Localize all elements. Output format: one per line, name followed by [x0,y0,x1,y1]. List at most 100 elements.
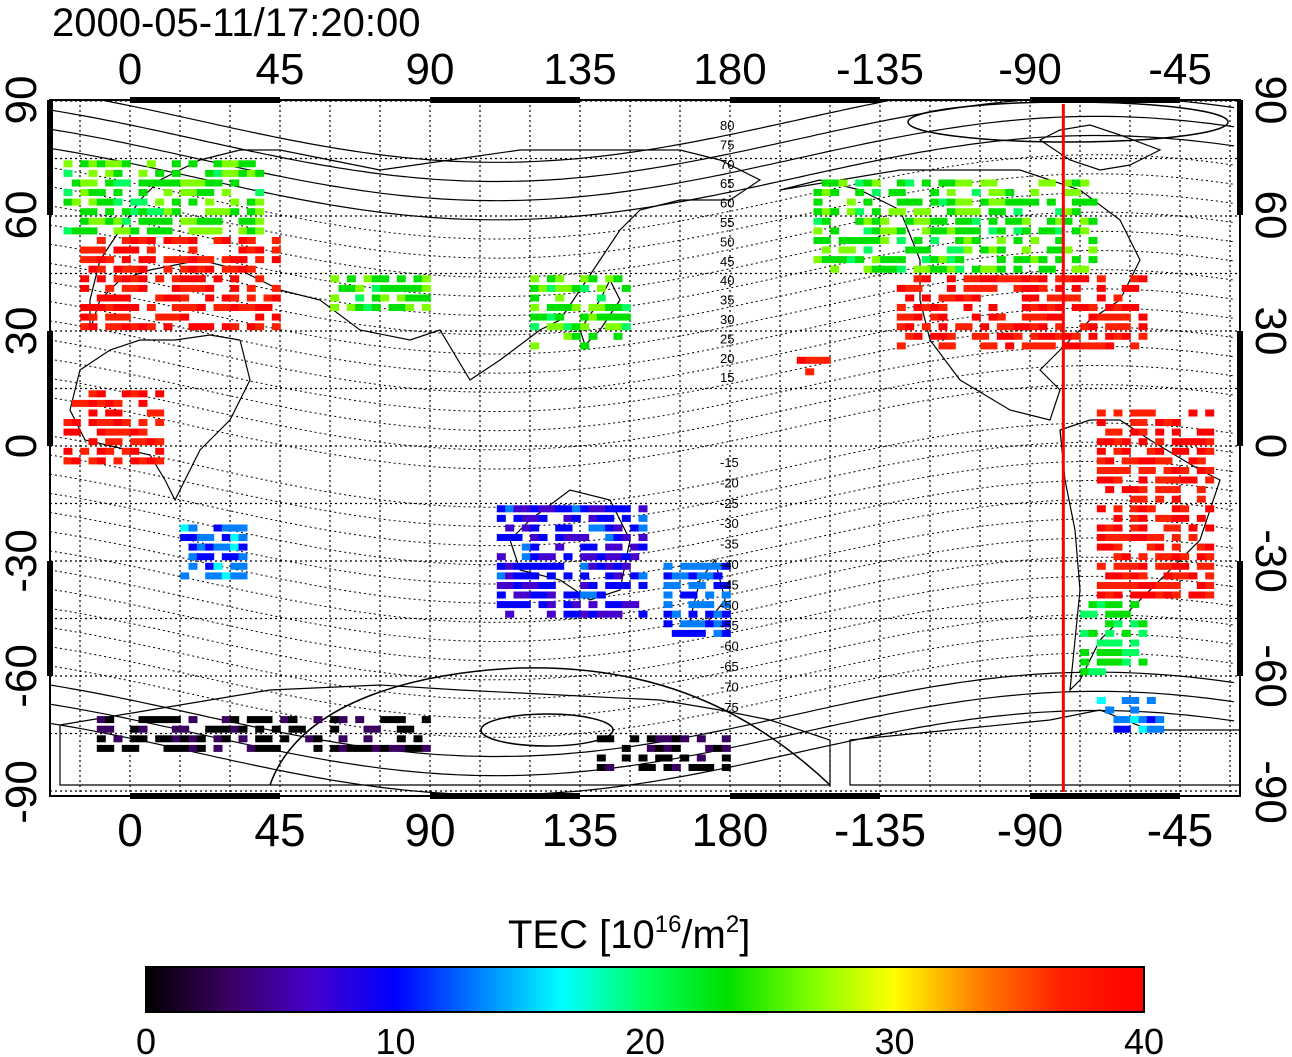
tec-cell [938,313,948,321]
tec-cell [330,725,340,733]
tec-cell [96,399,106,407]
tec-cell [113,428,123,436]
tec-cell [213,275,223,283]
tec-cell [1105,342,1115,350]
frame-border-bars [47,97,1243,799]
tec-cell [1046,246,1056,254]
tec-cell [1088,237,1098,244]
tec-cell [1171,553,1181,561]
tec-cell [571,610,581,618]
tec-cell [1113,610,1123,618]
tec-cell [338,284,348,292]
tec-cell [155,179,165,187]
tec-cell [1196,495,1206,503]
tec-cell [1138,553,1148,561]
tec-cell [630,543,640,551]
tec-cell [1130,419,1140,426]
tec-cell [180,313,190,321]
tec-cell [1138,524,1148,532]
tec-cell [246,227,256,235]
tec-cell [180,284,190,292]
tec-cell [538,553,548,561]
tec-cell [188,179,198,187]
coastline-path [59,684,831,786]
tec-cell [196,543,206,551]
tec-cell [1113,716,1123,724]
tec-cell [238,246,248,254]
tec-cell [305,735,315,743]
tec-cell [188,198,198,206]
tec-cell [1196,457,1206,465]
tec-cell [888,208,898,216]
frame-bar [1237,331,1243,446]
tec-cell [646,744,656,752]
tec-cell [813,227,823,235]
tec-cell [238,534,248,541]
tec-cell [88,189,98,196]
tec-cell [1130,649,1140,656]
tec-cell [1013,256,1023,264]
tec-cell [971,313,981,321]
tec-cell [563,591,573,599]
tec-cell [1155,438,1165,446]
tec-cell [180,294,190,302]
tec-cell [130,246,140,254]
contour-line [50,671,1235,758]
tec-cell [121,294,131,302]
tec-cell [1121,658,1131,666]
tec-cell [1121,447,1131,455]
tec-cell [721,562,731,570]
tec-cell [896,189,906,196]
tec-cell [113,217,123,225]
tec-cell [638,543,648,551]
tec-cell [1138,620,1148,628]
tec-cell [546,572,556,580]
tec-cell [555,284,565,292]
tec-cell [580,284,590,292]
tec-cell [505,572,515,580]
tec-cell [180,265,190,273]
tec-cell [880,237,890,244]
tec-cell [188,524,198,532]
tec-cell [1205,543,1215,551]
tec-cell [588,582,598,589]
tec-cell [713,610,723,618]
tec-cell [1005,217,1015,225]
tec-cell [613,524,623,532]
tec-cell [138,169,148,177]
tec-cell [1013,284,1023,292]
tec-cell [1088,323,1098,331]
tec-cell [963,246,973,254]
tec-cell [1130,706,1140,714]
colorbar-gradient [145,966,1145,1013]
tec-cell [1171,447,1181,455]
frame-bar [730,793,880,799]
tec-cell [1163,524,1173,532]
tec-cell [955,323,965,331]
tec-cell [513,534,523,541]
tec-cell [921,179,931,187]
tec-cell [571,304,581,311]
frame-bar [1030,793,1180,799]
tec-cell [538,313,548,321]
tec-cell [580,313,590,321]
tec-cell [1163,419,1173,426]
tec-cell [1146,591,1156,599]
contour-line [50,422,1235,508]
contour-label: 15 [720,370,734,385]
tec-cell [1121,304,1131,311]
tec-cell [896,342,906,350]
tec-cell [396,735,406,743]
tec-cell [605,534,615,541]
tec-cell [1113,304,1123,311]
tec-cell [996,323,1006,331]
tec-cell [663,754,673,762]
tec-cell [1063,179,1073,187]
tec-cell [363,725,373,733]
tec-cell [180,524,190,532]
tec-cell [988,342,998,350]
tec-cell [938,304,948,311]
tec-cell [613,562,623,570]
tec-cell [80,227,90,235]
tec-cell [338,735,348,743]
